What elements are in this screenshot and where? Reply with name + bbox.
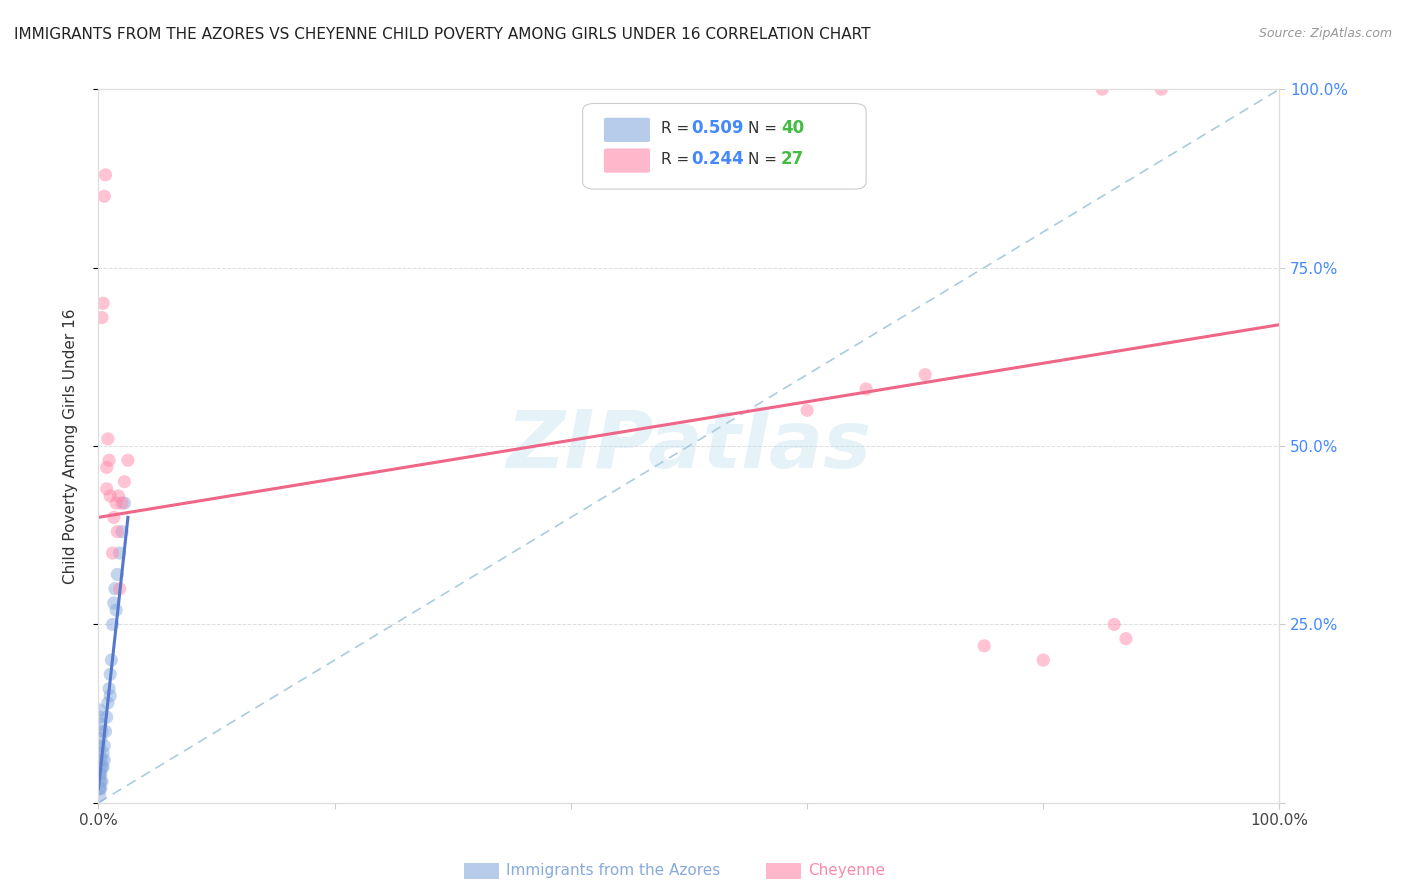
Point [855, 382, 877, 396]
Point [89, 781, 111, 796]
Point [98, 689, 121, 703]
Point [90, 717, 112, 731]
Point [1115, 632, 1137, 646]
Point [117, 453, 139, 467]
Point [91, 310, 114, 325]
Point [1091, 82, 1114, 96]
Point [96, 482, 118, 496]
Point [111, 496, 134, 510]
Point [90, 731, 112, 746]
Point [91, 296, 114, 310]
Y-axis label: Child Poverty Among Girls Under 16: Child Poverty Among Girls Under 16 [63, 309, 77, 583]
Point [91, 753, 114, 767]
Point [91, 760, 114, 774]
Text: 40: 40 [782, 120, 804, 137]
FancyBboxPatch shape [605, 148, 650, 173]
Point [94, 724, 117, 739]
Point [98, 453, 121, 467]
Point [914, 368, 936, 382]
Text: R =: R = [661, 152, 693, 167]
Text: N =: N = [748, 152, 782, 167]
Point [1032, 653, 1054, 667]
Point [796, 403, 818, 417]
Text: R =: R = [661, 121, 693, 136]
Point [105, 524, 128, 539]
Point [98, 681, 121, 696]
Point [94, 168, 117, 182]
Point [90, 760, 112, 774]
Text: 0.244: 0.244 [692, 150, 744, 168]
Text: N =: N = [748, 121, 782, 136]
Point [90, 767, 112, 781]
Point [100, 653, 122, 667]
Point [93, 753, 115, 767]
Point [97, 696, 120, 710]
Point [98, 667, 121, 681]
Point [973, 639, 995, 653]
Point [107, 489, 129, 503]
Point [1150, 82, 1173, 96]
Point [98, 489, 121, 503]
Point [89, 767, 111, 781]
FancyBboxPatch shape [605, 118, 650, 142]
Point [89, 753, 111, 767]
Text: IMMIGRANTS FROM THE AZORES VS CHEYENNE CHILD POVERTY AMONG GIRLS UNDER 16 CORREL: IMMIGRANTS FROM THE AZORES VS CHEYENNE C… [14, 27, 870, 42]
Point [108, 582, 131, 596]
Text: Immigrants from the Azores: Immigrants from the Azores [506, 863, 720, 878]
Point [112, 475, 135, 489]
Point [91, 774, 114, 789]
Point [91, 724, 114, 739]
Text: Cheyenne: Cheyenne [808, 863, 886, 878]
Point [111, 524, 134, 539]
Point [1102, 617, 1125, 632]
Point [97, 432, 120, 446]
Point [103, 510, 125, 524]
FancyBboxPatch shape [582, 103, 866, 189]
Point [108, 546, 131, 560]
Point [89, 710, 111, 724]
Text: Source: ZipAtlas.com: Source: ZipAtlas.com [1258, 27, 1392, 40]
Text: 27: 27 [782, 150, 804, 168]
Point [105, 567, 128, 582]
Point [105, 603, 128, 617]
Point [103, 596, 125, 610]
Point [91, 746, 114, 760]
Point [89, 739, 111, 753]
Point [89, 789, 111, 803]
Point [89, 767, 111, 781]
Point [101, 546, 124, 560]
Point [96, 460, 118, 475]
Point [91, 760, 114, 774]
Point [96, 710, 118, 724]
Point [93, 189, 115, 203]
Text: 0.509: 0.509 [692, 120, 744, 137]
Point [90, 781, 112, 796]
Point [93, 739, 115, 753]
Point [105, 496, 128, 510]
Point [104, 582, 127, 596]
Point [89, 746, 111, 760]
Point [101, 617, 124, 632]
Point [112, 496, 135, 510]
Point [89, 703, 111, 717]
Text: ZIPatlas: ZIPatlas [506, 407, 872, 485]
Point [89, 781, 111, 796]
Point [90, 774, 112, 789]
Point [89, 774, 111, 789]
